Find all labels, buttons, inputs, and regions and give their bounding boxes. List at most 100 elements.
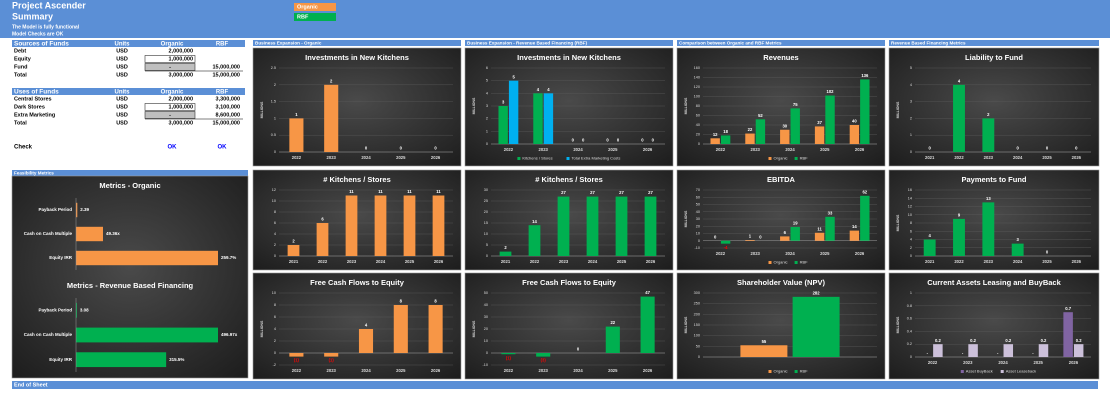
table-cell: USD <box>116 72 128 78</box>
x-tick-label: 2025 <box>608 147 618 152</box>
y-tick-label: -10 <box>483 363 489 367</box>
data-label: 27 <box>590 190 595 195</box>
data-label: 2 <box>330 78 333 83</box>
y-tick-label: 0.6 <box>907 317 912 321</box>
data-label: 8 <box>400 299 403 304</box>
bar <box>324 353 339 357</box>
y-tick-label: 50 <box>484 291 488 295</box>
chart-title: Liability to Fund <box>965 53 1023 62</box>
x-tick-label: 2024 <box>785 251 795 256</box>
chart-panel <box>252 272 462 380</box>
x-tick-label: 2026 <box>646 259 656 264</box>
y-tick-label: 0 <box>910 254 912 258</box>
data-label: 0 <box>1046 146 1049 151</box>
bar <box>76 226 103 242</box>
bar <box>755 119 766 144</box>
data-label: 14 <box>852 224 857 229</box>
legend-label: Organic <box>774 156 788 161</box>
data-label: 5 <box>512 74 515 79</box>
y-tick-label: 0.2 <box>907 342 912 346</box>
x-tick-label: 2026 <box>1072 155 1082 160</box>
x-tick-label: 2025 <box>1042 259 1052 264</box>
bar <box>780 129 790 144</box>
bar <box>76 302 77 318</box>
bar <box>428 305 443 353</box>
table-cell: 15,000,000 <box>212 64 240 70</box>
bar <box>814 232 825 241</box>
x-tick-label: 2023 <box>751 147 761 152</box>
data-label: - <box>1032 351 1034 356</box>
y-tick-label: 2.5 <box>271 66 276 70</box>
data-label: 2.39 <box>80 207 89 212</box>
bar <box>76 250 218 266</box>
data-label: 11 <box>817 226 822 231</box>
x-tick-label: 2026 <box>431 155 441 160</box>
data-label: 0 <box>1016 146 1019 151</box>
table-header: Units <box>115 41 131 47</box>
y-axis-label: MILLIONS <box>472 320 476 337</box>
legend-swatch <box>566 157 570 160</box>
bar <box>860 79 870 144</box>
bar <box>586 196 599 256</box>
y-tick-label: 100 <box>694 95 700 99</box>
table-cell: 1,000,000 <box>169 56 193 62</box>
y-tick-label: 0 <box>698 239 700 243</box>
table-header: Uses of Funds <box>14 88 59 95</box>
x-tick-label: 2024 <box>998 360 1008 365</box>
x-tick-label: 2023 <box>327 368 337 373</box>
table-cell: 15,000,000 <box>212 120 240 126</box>
y-axis-label: MILLIONS <box>260 320 264 337</box>
footer-bar <box>12 381 1098 389</box>
y-tick-label: 2 <box>274 83 276 87</box>
data-label: 27 <box>619 190 624 195</box>
x-tick-label: 2023 <box>751 251 761 256</box>
data-label: 19 <box>793 221 798 226</box>
chart-title: # Kitchens / Stores <box>535 175 603 184</box>
bar <box>374 195 387 256</box>
bar <box>849 230 860 241</box>
y-tick-label: 120 <box>694 85 700 89</box>
x-tick-label: 2025 <box>396 368 406 373</box>
x-tick-label: 2021 <box>289 259 299 264</box>
legend-label: RBF <box>800 369 809 374</box>
legend-swatch <box>768 157 772 160</box>
bar <box>849 125 860 144</box>
section-bar <box>465 40 673 46</box>
y-tick-label: 40 <box>484 303 488 307</box>
x-tick-label: 2023 <box>539 147 549 152</box>
bar <box>605 326 620 353</box>
y-tick-label: 300 <box>694 291 700 295</box>
y-tick-label: 4 <box>910 238 912 242</box>
data-label: - <box>962 351 964 356</box>
legend-label: Organic <box>297 4 318 10</box>
table-header-bar <box>12 88 245 95</box>
data-label: 0 <box>641 138 644 143</box>
data-label: 75 <box>793 102 798 107</box>
table-cell: Dark Stores <box>14 104 45 110</box>
x-tick-label: 2025 <box>1034 360 1044 365</box>
table-cell: Equity <box>14 56 32 62</box>
data-label: 2 <box>987 112 990 117</box>
bar <box>498 106 508 144</box>
y-tick-label: 2 <box>910 246 912 250</box>
bar <box>790 226 800 241</box>
y-axis-label: MILLIONS <box>472 97 476 114</box>
data-label: 33 <box>828 210 833 215</box>
data-label: 0 <box>572 138 575 143</box>
y-tick-label: 8 <box>274 303 276 307</box>
y-tick-label: 20 <box>484 210 488 214</box>
y-tick-label: 20 <box>484 327 488 331</box>
bar <box>1011 243 1024 256</box>
y-tick-label: 30 <box>696 217 700 221</box>
y-tick-label: 1 <box>274 116 276 120</box>
table-cell: USD <box>116 64 128 70</box>
x-tick-label: 2022 <box>716 147 726 152</box>
y-tick-label: 10 <box>272 291 276 295</box>
bar <box>403 195 416 256</box>
chart-panel <box>252 47 462 167</box>
y-tick-label: 100 <box>694 334 700 338</box>
check-ok: OK <box>218 145 228 151</box>
bar <box>533 93 543 144</box>
bar <box>615 196 628 256</box>
chart-title: Shareholder Value (NPV) <box>737 278 825 287</box>
